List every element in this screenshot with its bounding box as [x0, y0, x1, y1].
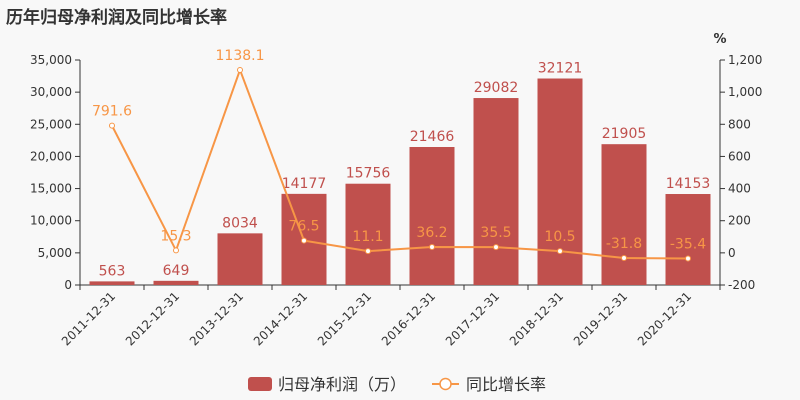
line-point[interactable] — [365, 248, 371, 255]
line-data-label: 36.2 — [416, 225, 447, 241]
x-tick-label: 2013-12-31 — [187, 289, 246, 348]
line-point[interactable] — [173, 247, 179, 254]
bar-data-label: 21905 — [602, 126, 647, 142]
right-tick-label: 200 — [728, 214, 751, 228]
legend-item-net-profit[interactable]: 归母净利润（万） — [248, 375, 406, 394]
bar[interactable] — [153, 280, 199, 285]
line-point[interactable] — [493, 244, 499, 251]
x-tick-label: 2015-12-31 — [315, 289, 374, 348]
bar-data-label: 14153 — [666, 176, 711, 192]
legend: 归母净利润（万） 同比增长率 — [248, 375, 546, 394]
left-tick-label: 35,000 — [30, 53, 72, 67]
left-tick-label: 20,000 — [30, 149, 72, 163]
bar-data-label: 15756 — [346, 166, 391, 182]
line-data-label: 15.3 — [160, 228, 191, 244]
line-data-label: 10.5 — [544, 229, 575, 245]
line-data-label: -35.4 — [670, 237, 706, 253]
line-point[interactable] — [557, 248, 563, 255]
bar-data-label: 14177 — [282, 176, 327, 192]
bar-data-label: 563 — [99, 263, 126, 279]
x-tick-label: 2014-12-31 — [251, 289, 310, 348]
x-axis-ticks: 2011-12-31 2012-12-31 2013-12-31 2014-12-31… — [59, 285, 721, 348]
left-tick-label: 0 — [64, 278, 72, 292]
x-tick-label: 2018-12-31 — [507, 289, 566, 348]
bar-data-label: 21466 — [410, 129, 455, 145]
bar[interactable] — [601, 144, 647, 285]
x-tick-label: 2012-12-31 — [123, 289, 182, 348]
legend-label-net-profit: 归母净利润（万） — [278, 375, 406, 394]
legend-item-growth-rate[interactable]: 同比增长率 — [432, 375, 546, 394]
right-tick-label: 400 — [728, 182, 751, 196]
line-data-label: 791.6 — [92, 104, 132, 120]
line-point[interactable] — [237, 66, 243, 73]
bar[interactable] — [665, 194, 711, 285]
left-tick-label: 25,000 — [30, 117, 72, 131]
left-tick-label: 5,000 — [38, 246, 72, 260]
right-tick-label: 1,000 — [728, 85, 762, 99]
line-data-label: -31.8 — [606, 236, 642, 252]
line-labels: 791.6 15.3 1138.1 76.5 11.1 36.2 35.5 10.5 -31.8… — [92, 48, 706, 253]
left-tick-label: 15,000 — [30, 182, 72, 196]
line-point[interactable] — [429, 244, 435, 251]
right-tick-label: 1,200 — [728, 53, 762, 67]
legend-swatch-bar — [248, 377, 272, 391]
right-y-ticks: -200 0 200 400 600 800 1,000 1,200 — [720, 53, 762, 292]
right-tick-label: -200 — [728, 278, 755, 292]
line-data-label: 76.5 — [288, 219, 319, 235]
chart-title: 历年归母净利润及同比增长率 — [6, 8, 227, 28]
bar-data-label: 29082 — [474, 80, 519, 96]
bar-data-label: 32121 — [538, 61, 583, 77]
line-data-label: 35.5 — [480, 225, 511, 241]
left-tick-label: 10,000 — [30, 214, 72, 228]
bar[interactable] — [217, 233, 263, 285]
line-data-label: 1138.1 — [216, 48, 265, 64]
growth-line — [111, 67, 689, 260]
right-tick-label: 0 — [728, 246, 736, 260]
left-y-ticks: 0 5,000 10,000 15,000 20,000 25,000 30,000 35,0… — [30, 53, 80, 292]
line-data-label: 11.1 — [352, 229, 383, 245]
bar[interactable] — [473, 98, 519, 286]
legend-label-growth-rate: 同比增长率 — [466, 375, 546, 394]
line-point[interactable] — [301, 237, 307, 244]
line-point[interactable] — [621, 254, 627, 261]
legend-swatch-marker — [439, 377, 452, 391]
right-tick-label: 800 — [728, 117, 751, 131]
right-axis-label: % — [713, 32, 726, 47]
x-tick-label: 2020-12-31 — [635, 289, 694, 348]
bar[interactable] — [409, 147, 455, 285]
line-point[interactable] — [685, 255, 691, 262]
right-tick-label: 600 — [728, 149, 751, 163]
bar-data-label: 649 — [163, 263, 190, 279]
bar-series — [89, 78, 711, 286]
bar-data-label: 8034 — [222, 215, 258, 231]
bar[interactable] — [345, 183, 391, 285]
x-tick-label: 2019-12-31 — [571, 289, 630, 348]
x-tick-label: 2017-12-31 — [443, 289, 502, 348]
left-tick-label: 30,000 — [30, 85, 72, 99]
x-tick-label: 2011-12-31 — [59, 289, 118, 348]
line-series — [109, 66, 691, 262]
bar[interactable] — [89, 281, 135, 285]
line-point[interactable] — [109, 122, 115, 129]
x-tick-label: 2016-12-31 — [379, 289, 438, 348]
bar-labels: 563 649 8034 14177 15756 21466 29082 32121 21905… — [99, 61, 711, 280]
